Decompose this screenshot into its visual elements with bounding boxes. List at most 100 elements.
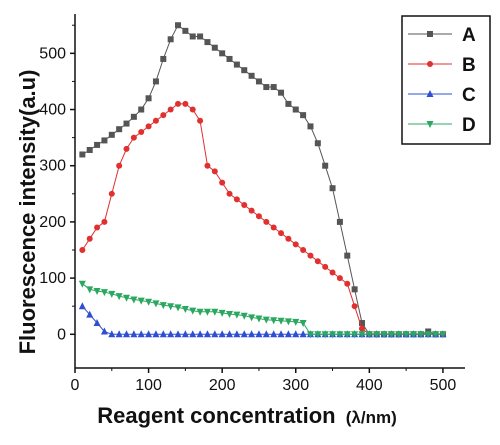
series-b-point <box>197 117 204 124</box>
series-b-point <box>123 145 130 152</box>
series-c-point <box>211 330 219 338</box>
series-b-point <box>329 269 336 276</box>
series-d-point <box>196 308 204 316</box>
series-a-point <box>351 286 358 293</box>
series-a-point <box>108 131 115 138</box>
series-d-point <box>115 293 123 301</box>
series-a-point <box>167 36 174 43</box>
series-a-point <box>344 252 351 259</box>
series-b-point <box>248 207 255 214</box>
series-d-point <box>409 331 417 339</box>
series-b-point <box>263 218 270 225</box>
series-c-point <box>196 330 204 338</box>
series-d-point <box>306 331 314 339</box>
series-d-point <box>108 290 116 298</box>
legend-box <box>401 15 491 145</box>
series-d-point <box>284 318 292 326</box>
series-d-point <box>299 320 307 328</box>
series-b-point <box>300 247 307 253</box>
series-d-point <box>255 315 263 323</box>
series-d-point <box>373 331 381 339</box>
series-c-point <box>86 310 94 318</box>
x-axis-title-unit: (λ/nm) <box>346 408 397 427</box>
series-a-point <box>204 39 211 46</box>
series-a-point <box>314 140 321 147</box>
series-c-point <box>218 330 226 338</box>
x-tick-label: 300 <box>282 377 309 394</box>
series-b-point <box>292 241 299 248</box>
series-d-point <box>432 331 440 339</box>
series-b-point <box>152 117 159 124</box>
series-a-point <box>219 50 226 57</box>
x-axis-title-main: Reagent concentration <box>97 403 335 428</box>
series-b-point <box>344 280 351 287</box>
series-b-point <box>270 224 277 231</box>
series-c-point <box>174 330 182 338</box>
series-c-point <box>108 330 116 338</box>
series-d-point <box>277 317 285 325</box>
series-c-point <box>292 330 300 338</box>
legend-swatch-marker <box>426 90 434 97</box>
series-b-point <box>255 213 262 220</box>
series-d-point <box>78 280 86 288</box>
y-tick-label: 200 <box>39 214 66 231</box>
series-c-line <box>82 305 443 335</box>
series-b-point <box>314 258 321 265</box>
series-b-point <box>278 230 285 237</box>
series-b-point <box>145 123 152 130</box>
series-c-point <box>115 330 123 338</box>
series-c-point <box>159 330 167 338</box>
series-b-point <box>101 218 108 225</box>
series-a-point <box>270 84 277 91</box>
series-a-line <box>82 24 443 335</box>
series-d-point <box>417 331 425 339</box>
series-a-point <box>152 78 159 85</box>
series-d-point <box>329 331 337 339</box>
series-c-point <box>167 330 175 338</box>
series-a-point <box>94 141 101 148</box>
series-a-point <box>86 146 93 153</box>
legend-swatch-marker <box>427 31 433 37</box>
series-d-point <box>93 288 101 296</box>
series-c-point <box>248 330 256 338</box>
series-c-point <box>130 330 138 338</box>
series-a-point <box>278 89 285 96</box>
series-a-point <box>226 55 233 62</box>
series-d-point <box>123 294 131 302</box>
x-tick-label: 0 <box>71 377 80 394</box>
legend-label: A <box>462 25 476 46</box>
series-c-point <box>152 330 160 338</box>
series-d-point <box>130 296 138 304</box>
series-b-point <box>167 106 174 113</box>
series-d-point <box>365 331 373 339</box>
series-b-point <box>94 224 101 231</box>
series-d-point <box>321 331 329 339</box>
series-d-point <box>226 311 234 319</box>
series-d-point <box>167 303 175 311</box>
series-b-point <box>189 106 196 113</box>
series-a-point <box>307 123 314 130</box>
series-d-point <box>233 311 241 319</box>
y-axis-ticks: 0 100 200 300 400 500 <box>39 24 75 343</box>
series-d-point <box>189 307 197 315</box>
series-c-point <box>203 330 211 338</box>
series-c-point <box>78 302 86 310</box>
series-b-point <box>211 168 218 175</box>
series-d-point <box>402 331 410 339</box>
series-a-point <box>248 72 255 79</box>
y-tick-label: 0 <box>57 326 66 343</box>
legend-item-b: B <box>408 55 476 76</box>
series-d-point <box>424 331 432 339</box>
series-a-point <box>263 84 270 91</box>
y-axis-title: Fluorescence intensity(a.u) <box>15 70 40 355</box>
series-a-point <box>182 27 189 34</box>
series-d-point <box>336 331 344 339</box>
series-d-point <box>292 318 300 326</box>
series-c-point <box>100 327 108 335</box>
series-c-point <box>145 330 153 338</box>
series-d-point <box>240 312 248 320</box>
series-d-point <box>343 331 351 339</box>
series-c-point <box>270 330 278 338</box>
series-c-point <box>284 330 292 338</box>
